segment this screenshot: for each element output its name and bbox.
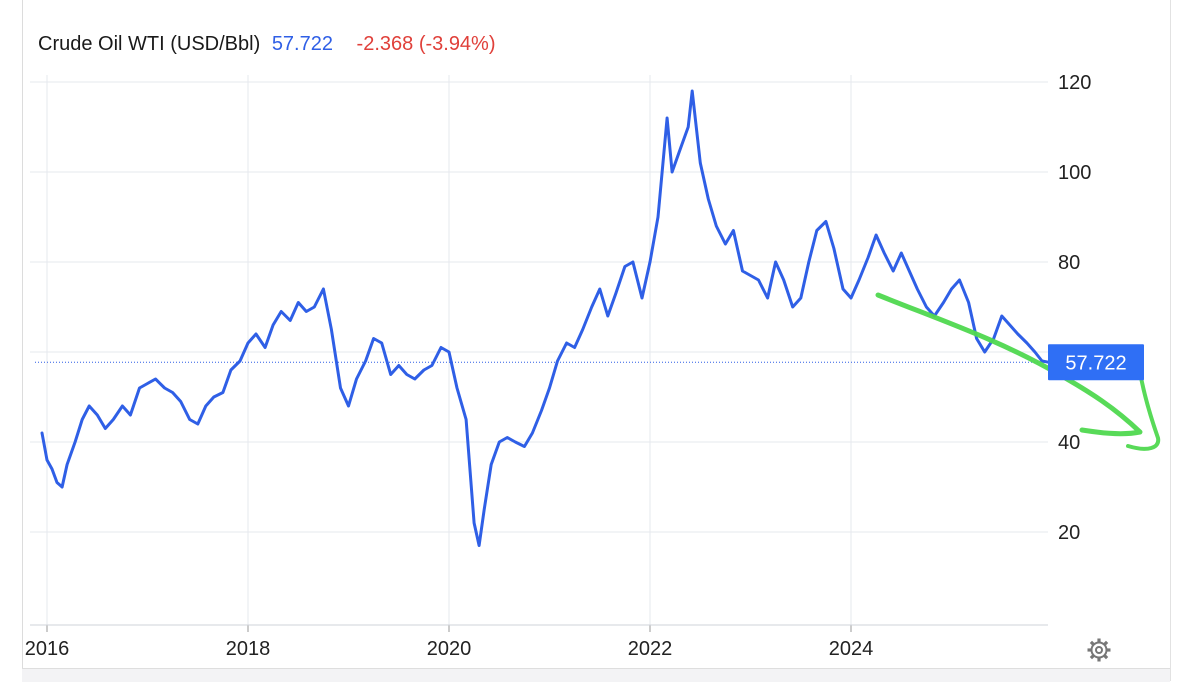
y-tick-label: 40 [1058, 432, 1080, 454]
y-tick-label: 100 [1058, 162, 1091, 184]
price-series-line [42, 91, 1049, 546]
x-tick-label: 2018 [226, 638, 271, 660]
y-tick-label: 20 [1058, 522, 1080, 544]
gear-icon[interactable] [1085, 636, 1113, 664]
chart-axes: 2040608010012020162018202020222024 [25, 72, 1092, 660]
instrument-title: Crude Oil WTI (USD/Bbl) [38, 33, 260, 55]
chart-series [42, 91, 1049, 546]
x-tick-label: 2022 [628, 638, 673, 660]
price-change: -2.368 (-3.94%) [357, 33, 496, 55]
y-tick-label: 80 [1058, 252, 1080, 274]
current-price: 57.722 [272, 33, 333, 55]
x-tick-label: 2020 [427, 638, 472, 660]
chart-header: Crude Oil WTI (USD/Bbl) 57.722 -2.368 (-… [38, 33, 496, 56]
last-price-tag-value: 57.722 [1065, 352, 1126, 374]
annotation-curl-stroke [1128, 372, 1158, 449]
x-tick-label: 2016 [25, 638, 70, 660]
chart-grid [30, 75, 1048, 625]
last-price-marker: 57.722 [1048, 344, 1144, 380]
y-tick-label: 120 [1058, 72, 1091, 94]
x-tick-label: 2024 [829, 638, 874, 660]
